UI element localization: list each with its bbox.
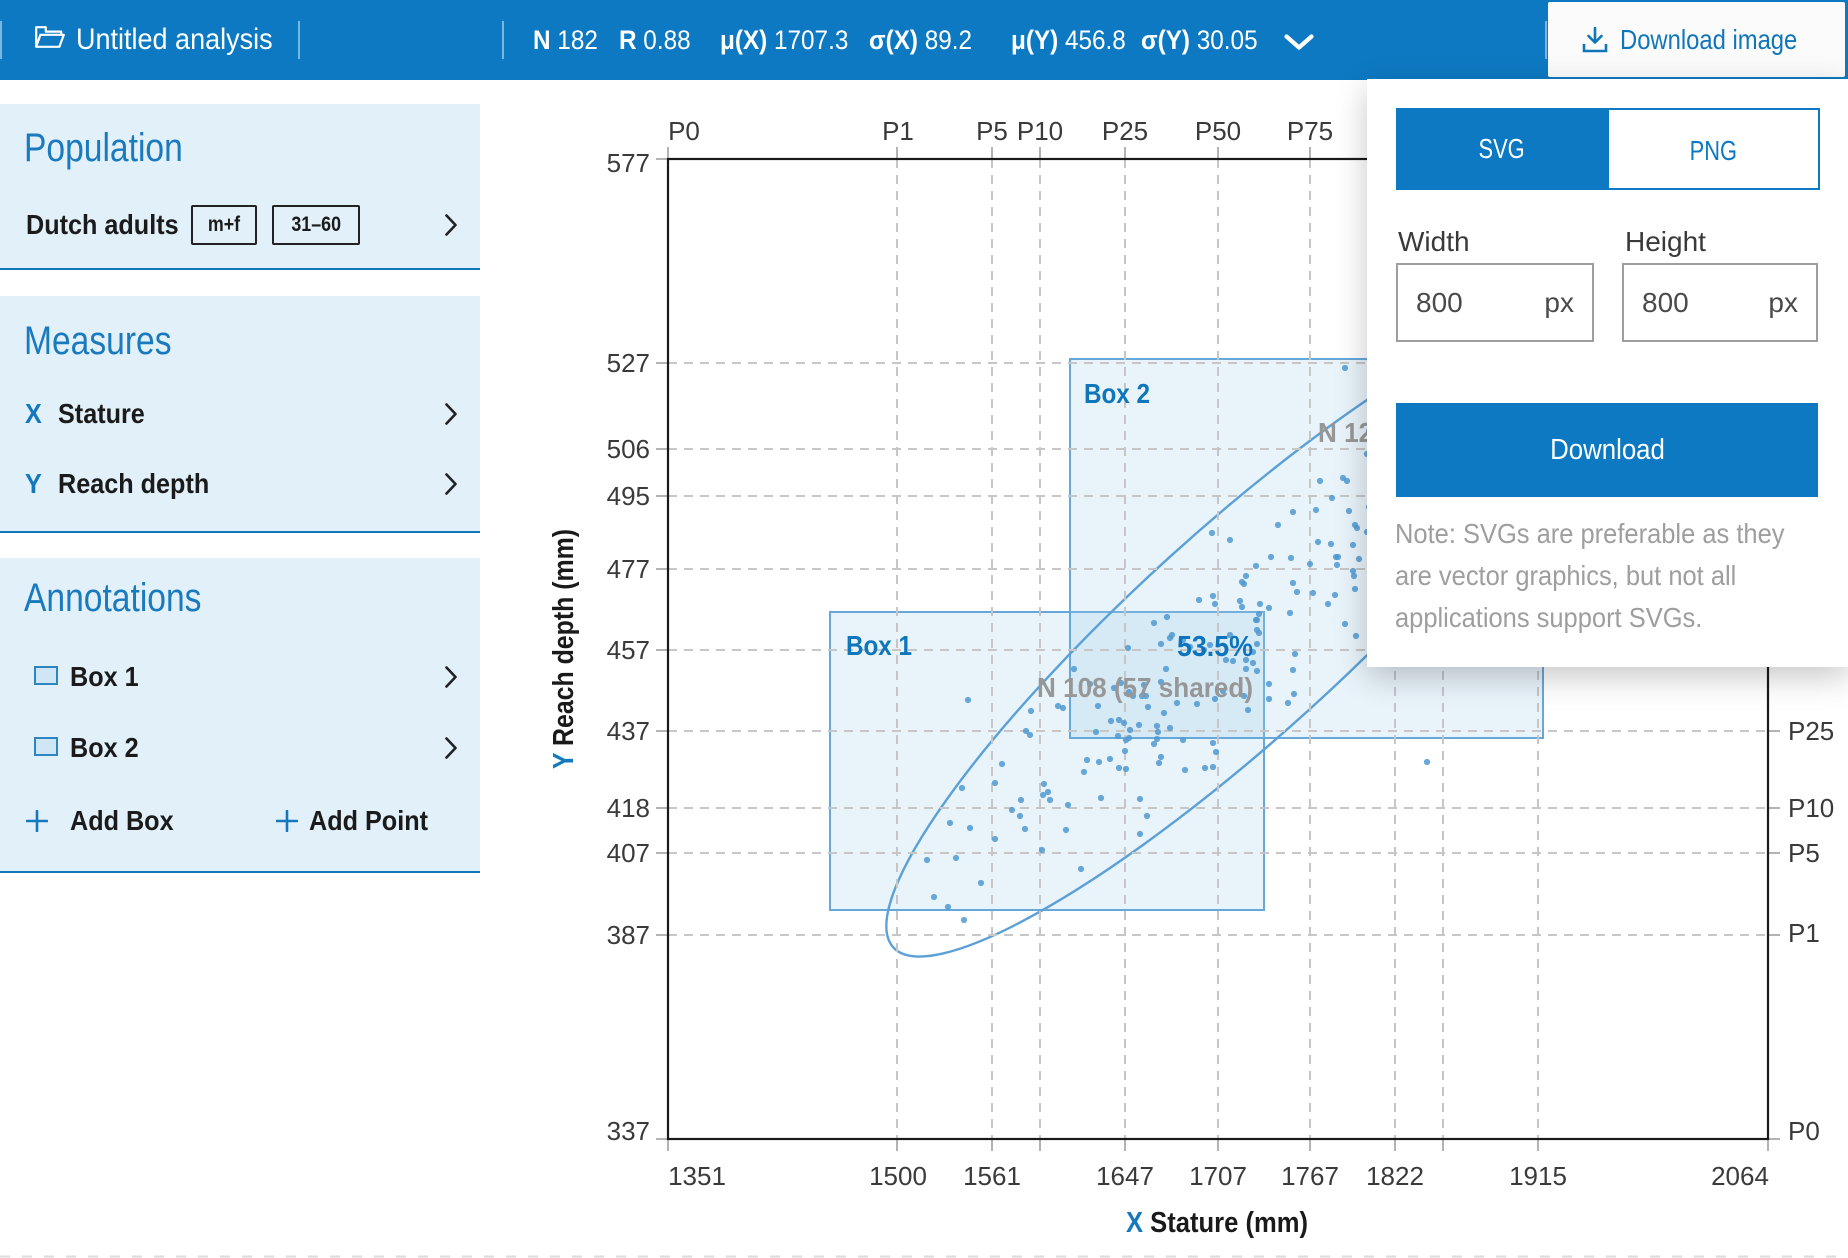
svg-text:N 108 (57 shared): N 108 (57 shared) bbox=[1037, 672, 1253, 703]
svg-text:1707: 1707 bbox=[1189, 1161, 1247, 1191]
svg-text:506: 506 bbox=[607, 434, 650, 464]
svg-text:P1: P1 bbox=[1788, 918, 1820, 948]
svg-text:1500: 1500 bbox=[869, 1161, 927, 1191]
svg-text:457: 457 bbox=[607, 635, 650, 665]
svg-text:P25: P25 bbox=[1788, 716, 1834, 746]
svg-text:Box 1: Box 1 bbox=[846, 630, 912, 661]
svg-text:P75: P75 bbox=[1287, 116, 1333, 146]
svg-text:387: 387 bbox=[607, 920, 650, 950]
svg-text:477: 477 bbox=[607, 554, 650, 584]
svg-text:P1: P1 bbox=[882, 116, 914, 146]
svg-text:P50: P50 bbox=[1195, 116, 1241, 146]
svg-text:418: 418 bbox=[607, 793, 650, 823]
svg-text:1767: 1767 bbox=[1281, 1161, 1339, 1191]
svg-text:Y Reach depth (mm): Y Reach depth (mm) bbox=[548, 529, 580, 769]
svg-text:Box 2: Box 2 bbox=[1084, 378, 1150, 409]
svg-text:495: 495 bbox=[607, 481, 650, 511]
svg-text:P25: P25 bbox=[1102, 116, 1148, 146]
svg-text:P5: P5 bbox=[1788, 838, 1820, 868]
svg-text:1822: 1822 bbox=[1366, 1161, 1424, 1191]
svg-text:2064: 2064 bbox=[1711, 1161, 1769, 1191]
svg-text:407: 407 bbox=[607, 838, 650, 868]
svg-text:337: 337 bbox=[607, 1116, 650, 1146]
svg-text:1915: 1915 bbox=[1509, 1161, 1567, 1191]
svg-text:437: 437 bbox=[607, 716, 650, 746]
svg-text:P10: P10 bbox=[1017, 116, 1063, 146]
svg-text:P5: P5 bbox=[976, 116, 1008, 146]
svg-text:53.5%: 53.5% bbox=[1177, 631, 1253, 663]
svg-text:577: 577 bbox=[607, 148, 650, 178]
svg-text:527: 527 bbox=[607, 348, 650, 378]
svg-text:P10: P10 bbox=[1788, 793, 1834, 823]
svg-text:P0: P0 bbox=[668, 116, 700, 146]
svg-text:1561: 1561 bbox=[963, 1161, 1021, 1191]
svg-text:1647: 1647 bbox=[1096, 1161, 1154, 1191]
svg-text:1351: 1351 bbox=[668, 1161, 726, 1191]
svg-text:P0: P0 bbox=[1788, 1116, 1820, 1146]
svg-text:X Stature (mm): X Stature (mm) bbox=[1126, 1207, 1308, 1239]
